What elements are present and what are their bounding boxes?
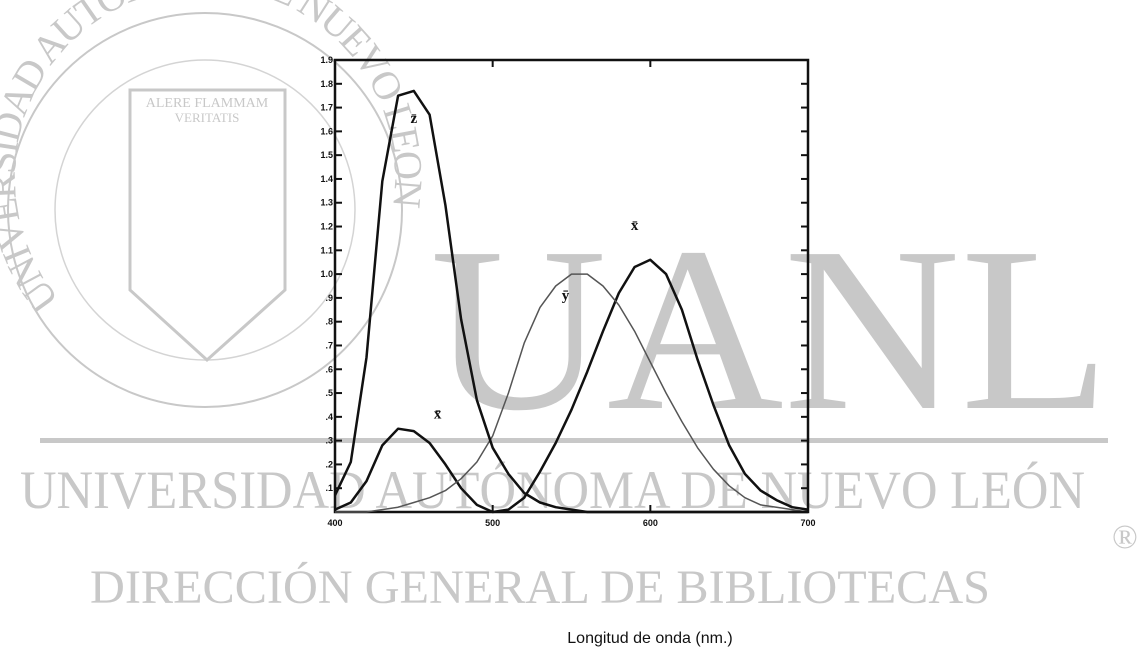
x-axis-label: Longitud de onda (nm.): [567, 630, 732, 647]
y-tick-label: 1.5: [320, 150, 333, 160]
plot-frame: [333, 58, 810, 514]
x-tick-label: 600: [643, 518, 658, 528]
seal-circle: [7, 12, 403, 408]
y-tick-label: 1.3: [320, 198, 333, 208]
y-tick-label: 1.2: [320, 222, 333, 232]
series-line: [334, 258, 809, 514]
y-tick-label: .9: [325, 293, 333, 303]
y-tick-label: 1.8: [320, 79, 333, 89]
y-tick-label: 1.6: [320, 126, 333, 136]
motto: VERITATIS: [175, 110, 240, 125]
logo-text: UANL: [430, 199, 1110, 459]
y-tick-label: 1.9: [320, 55, 333, 65]
x-tick-label: 500: [485, 518, 500, 528]
curve-label: z̄: [410, 111, 417, 127]
divider: [40, 438, 1108, 443]
y-tick-label: 1.7: [320, 103, 333, 113]
curve-label: x̄: [434, 407, 442, 423]
registered-mark: ®: [1112, 519, 1138, 556]
y-tick-label: .8: [325, 317, 333, 327]
y-tick-label: .7: [325, 340, 333, 350]
y-tick-label: .6: [325, 364, 333, 374]
x-tick-label: 700: [800, 518, 815, 528]
curve-label: ȳ: [562, 288, 570, 304]
series-line: [333, 89, 808, 514]
y-tick-label: .3: [325, 436, 333, 446]
curve-label: x̄: [631, 218, 639, 234]
watermark: UNIVERSIDAD AUTONOMA DE NUEVO LEON ALERE…: [0, 0, 1138, 614]
department-name: DIRECCIÓN GENERAL DE BIBLIOTECAS: [90, 560, 990, 614]
x-tick-label: 400: [327, 518, 342, 528]
shield: [128, 88, 287, 363]
university-name: UNIVERSIDAD AUTÓNOMA DE NUEVO LEÓN: [20, 460, 1085, 520]
y-tick-label: .2: [325, 459, 333, 469]
y-tick-label: 1.1: [320, 245, 333, 255]
seal-ring-text: UNIVERSIDAD AUTONOMA DE NUEVO LEON: [0, 0, 431, 321]
series-line: [335, 273, 809, 513]
y-tick-label: 1.0: [320, 269, 333, 279]
y-tick-label: .1: [325, 483, 333, 493]
y-tick-label: .5: [325, 388, 333, 398]
y-tick-label: .4: [325, 412, 333, 422]
y-tick-label: 1.4: [320, 174, 333, 184]
motto: ALERE FLAMMAM: [146, 96, 269, 111]
